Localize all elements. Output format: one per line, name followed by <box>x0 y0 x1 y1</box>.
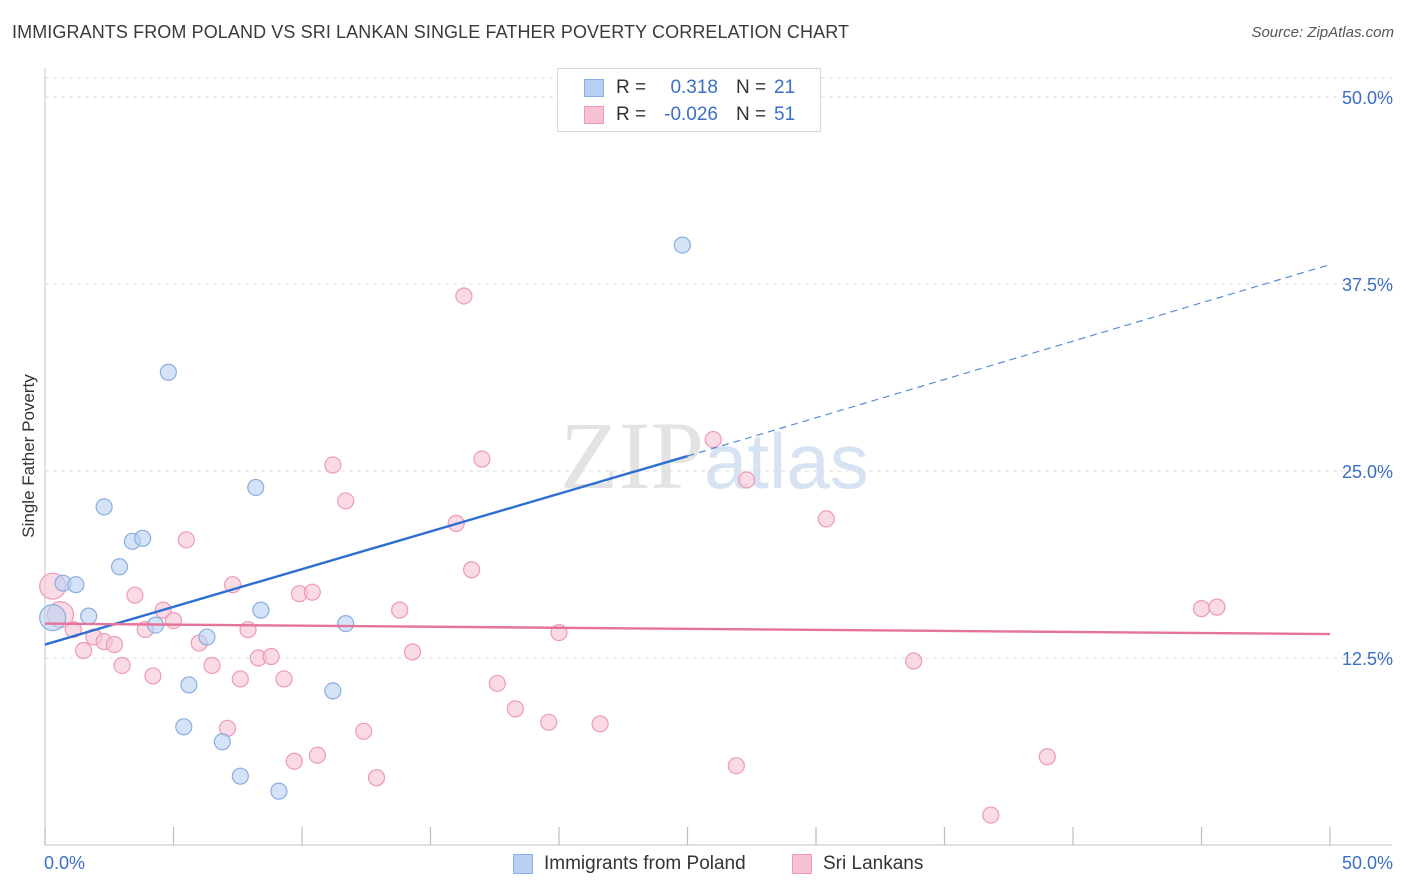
watermark-atlas: atlas <box>704 417 869 505</box>
poland-point <box>270 782 288 800</box>
srilanka-point <box>303 583 321 601</box>
srilanka-point <box>203 656 221 675</box>
srilanka-point <box>355 722 373 740</box>
poland-point <box>134 529 152 547</box>
srilanka-point <box>473 450 491 468</box>
poland-point <box>247 478 265 497</box>
y-tick-label: 12.5% <box>1342 649 1393 669</box>
srilanka-point <box>463 561 481 579</box>
y-tick-label: 37.5% <box>1342 275 1393 295</box>
poland-swatch <box>513 854 533 874</box>
srilanka-point <box>506 700 524 718</box>
poland-point <box>180 676 198 694</box>
data-points <box>39 236 1226 824</box>
srilanka-point <box>391 601 409 619</box>
srilanka-point <box>455 287 473 305</box>
poland-point <box>110 558 129 576</box>
srilanka-swatch <box>584 106 604 124</box>
srilanka-point <box>367 769 386 787</box>
poland-point <box>95 498 113 516</box>
poland-point <box>175 718 193 736</box>
correlation-legend: R = 0.318 N = 21 R = -0.026 N = 51 <box>557 68 821 132</box>
poland-point <box>80 607 98 625</box>
series-legend: Immigrants from Poland Sri Lankans <box>0 852 1406 878</box>
poland-point <box>673 236 691 254</box>
srilanka-point <box>488 674 506 693</box>
legend-row-poland: R = 0.318 N = 21 <box>558 75 820 101</box>
srilanka-point <box>727 757 745 775</box>
poland-trend-extension <box>687 263 1331 457</box>
srilanka-point <box>1208 598 1226 616</box>
srilanka-point <box>262 647 280 666</box>
trend-lines <box>44 263 1331 646</box>
y-tick-label: 50.0% <box>1342 88 1393 108</box>
srilanka-point <box>1038 748 1056 766</box>
y-tick-label: 25.0% <box>1342 462 1393 482</box>
poland-trend-line <box>44 454 688 646</box>
poland-point <box>39 604 67 632</box>
r-label: R = <box>616 104 647 125</box>
srilanka-point <box>817 510 835 528</box>
tick-labels: 12.5% 25.0% 37.5% 50.0% 0.0% 50.0% Single Fath… <box>19 88 1393 873</box>
poland-swatch <box>584 79 604 97</box>
poland-point <box>231 767 249 785</box>
srilanka-point <box>177 531 195 549</box>
srilanka-point <box>591 715 609 733</box>
srilanka-point <box>403 643 422 661</box>
x-tick-label: 0.0% <box>44 853 85 873</box>
r-label: R = <box>616 77 647 98</box>
r-value: -0.026 <box>664 104 718 125</box>
watermark-zip: ZIP <box>560 402 704 509</box>
srilanka-point <box>308 746 327 764</box>
watermark: ZIPatlas <box>560 400 869 511</box>
srilanka-point <box>982 806 1000 824</box>
n-label: N = <box>736 104 767 125</box>
srilanka-point <box>704 430 722 449</box>
srilanka-swatch <box>792 854 812 874</box>
legend-label: Immigrants from Poland <box>544 853 746 874</box>
y-axis-label: Single Father Poverty <box>19 374 38 538</box>
srilanka-point <box>126 586 144 604</box>
grid-lines <box>45 77 1392 659</box>
poland-point <box>213 733 231 751</box>
srilanka-trend-line <box>44 622 1331 636</box>
n-label: N = <box>736 77 767 98</box>
srilanka-point <box>324 456 342 474</box>
srilanka-point <box>905 652 923 670</box>
n-value: 21 <box>774 77 796 98</box>
r-value: 0.318 <box>670 77 718 98</box>
srilanka-point <box>231 670 249 688</box>
poland-point <box>159 363 177 381</box>
legend-label: Sri Lankans <box>823 853 924 874</box>
srilanka-point <box>113 656 131 675</box>
srilanka-point <box>285 752 303 770</box>
srilanka-point <box>105 635 123 654</box>
poland-point <box>67 576 85 594</box>
srilanka-point <box>144 667 162 685</box>
chart-title: IMMIGRANTS FROM POLAND VS SRI LANKAN SIN… <box>12 22 850 42</box>
srilanka-point <box>337 492 355 510</box>
srilanka-point <box>738 471 756 489</box>
poland-point <box>324 682 342 700</box>
poland-point <box>337 614 355 633</box>
axes <box>44 68 1392 846</box>
legend-row-srilanka: R = -0.026 N = 51 <box>558 102 820 128</box>
poland-point <box>252 601 270 619</box>
x-tick-label: 50.0% <box>1342 853 1393 873</box>
srilanka-point <box>540 713 558 731</box>
srilanka-point <box>164 611 183 630</box>
poland-point <box>198 628 216 646</box>
srilanka-point <box>239 620 257 639</box>
srilanka-point <box>74 641 93 660</box>
source-credit: Source: ZipAtlas.com <box>1251 24 1394 41</box>
srilanka-point <box>1192 600 1211 618</box>
srilanka-point <box>275 670 293 688</box>
srilanka-point <box>64 620 82 639</box>
n-value: 51 <box>774 104 796 125</box>
